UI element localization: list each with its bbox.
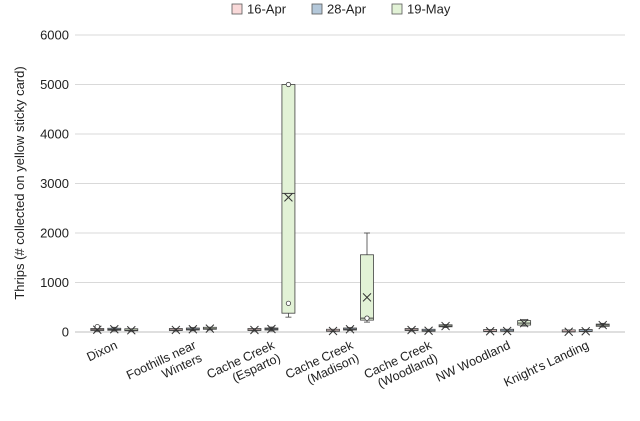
mean-marker <box>92 325 102 335</box>
legend-swatch <box>311 3 323 15</box>
legend-label: 19-May <box>407 2 451 17</box>
box <box>561 327 576 337</box>
box <box>90 323 105 335</box>
mean-marker <box>205 324 215 333</box>
box <box>404 325 419 335</box>
outlier-point <box>285 81 292 88</box>
mean-marker <box>424 326 433 336</box>
mean-marker <box>519 318 529 328</box>
mean-marker <box>188 324 198 334</box>
y-tick-label: 0 <box>62 325 69 340</box>
legend-swatch <box>391 3 403 15</box>
box-plots <box>90 81 610 337</box>
box <box>517 318 532 328</box>
category-label-line: Knight's Landing <box>502 338 591 390</box>
y-axis-title: Thrips (# collected on yellow sticky car… <box>12 66 27 299</box>
outlier-point <box>364 315 370 321</box>
y-tick-label: 4000 <box>40 127 69 142</box>
box <box>168 325 183 335</box>
mean-marker <box>441 321 450 331</box>
category-label: Cache Creek(Woodland) <box>362 338 441 395</box>
box <box>500 326 515 336</box>
mean-marker <box>284 193 293 202</box>
category-label: Cache Creek(Madison) <box>283 338 362 395</box>
box <box>326 326 340 336</box>
box <box>483 326 498 336</box>
box <box>281 81 296 318</box>
box <box>595 320 610 330</box>
mean-marker <box>328 326 338 336</box>
mean-marker <box>407 325 416 335</box>
legend-label: 16-Apr <box>247 2 287 17</box>
y-tick-label: 3000 <box>40 176 69 191</box>
box <box>578 326 593 336</box>
category-label: Foothills nearWinters <box>124 338 204 395</box>
box <box>202 324 217 333</box>
y-tick-label: 6000 <box>40 28 69 43</box>
box <box>360 232 374 323</box>
mean-marker <box>485 326 495 336</box>
legend-label: 28-Apr <box>327 2 367 17</box>
box <box>247 325 262 335</box>
box-body <box>360 254 374 321</box>
mean-marker <box>598 320 608 330</box>
category-label: Cache Creek(Esparto) <box>205 338 284 395</box>
box <box>343 324 357 334</box>
mean-marker <box>362 292 372 302</box>
outlier-point <box>285 300 292 306</box>
category-label: NW Woodland <box>434 338 513 385</box>
outlier-point <box>94 323 100 330</box>
legend-swatch <box>231 3 243 15</box>
mean-marker <box>581 326 591 336</box>
mean-marker <box>126 325 136 335</box>
box <box>185 324 200 334</box>
mean-marker <box>502 326 512 336</box>
category-label-line: Dixon <box>85 338 120 364</box>
box <box>421 326 436 336</box>
y-axis-ticks: 0 1000 2000 3000 4000 5000 6000 <box>40 28 69 340</box>
mean-marker <box>171 325 181 335</box>
mean-marker <box>345 324 355 334</box>
box <box>107 324 122 334</box>
category-label-line: NW Woodland <box>434 338 513 385</box>
mean-marker <box>564 327 574 337</box>
x-axis-labels: Dixon Foothills nearWinters Cache Creek(Es… <box>85 338 591 395</box>
legend: 16-Apr 28-Apr 19-May <box>231 2 451 17</box>
box-body <box>281 84 296 314</box>
y-tick-label: 5000 <box>40 77 69 92</box>
box <box>438 321 453 331</box>
y-tick-label: 1000 <box>40 275 69 290</box>
y-tick-label: 2000 <box>40 226 69 241</box>
mean-marker <box>267 324 276 334</box>
box <box>264 324 279 334</box>
gridlines <box>75 34 625 283</box>
mean-marker <box>250 325 259 335</box>
box <box>124 325 139 335</box>
category-label: Knight's Landing <box>502 338 591 390</box>
category-label: Dixon <box>85 338 120 364</box>
mean-marker <box>109 324 119 334</box>
